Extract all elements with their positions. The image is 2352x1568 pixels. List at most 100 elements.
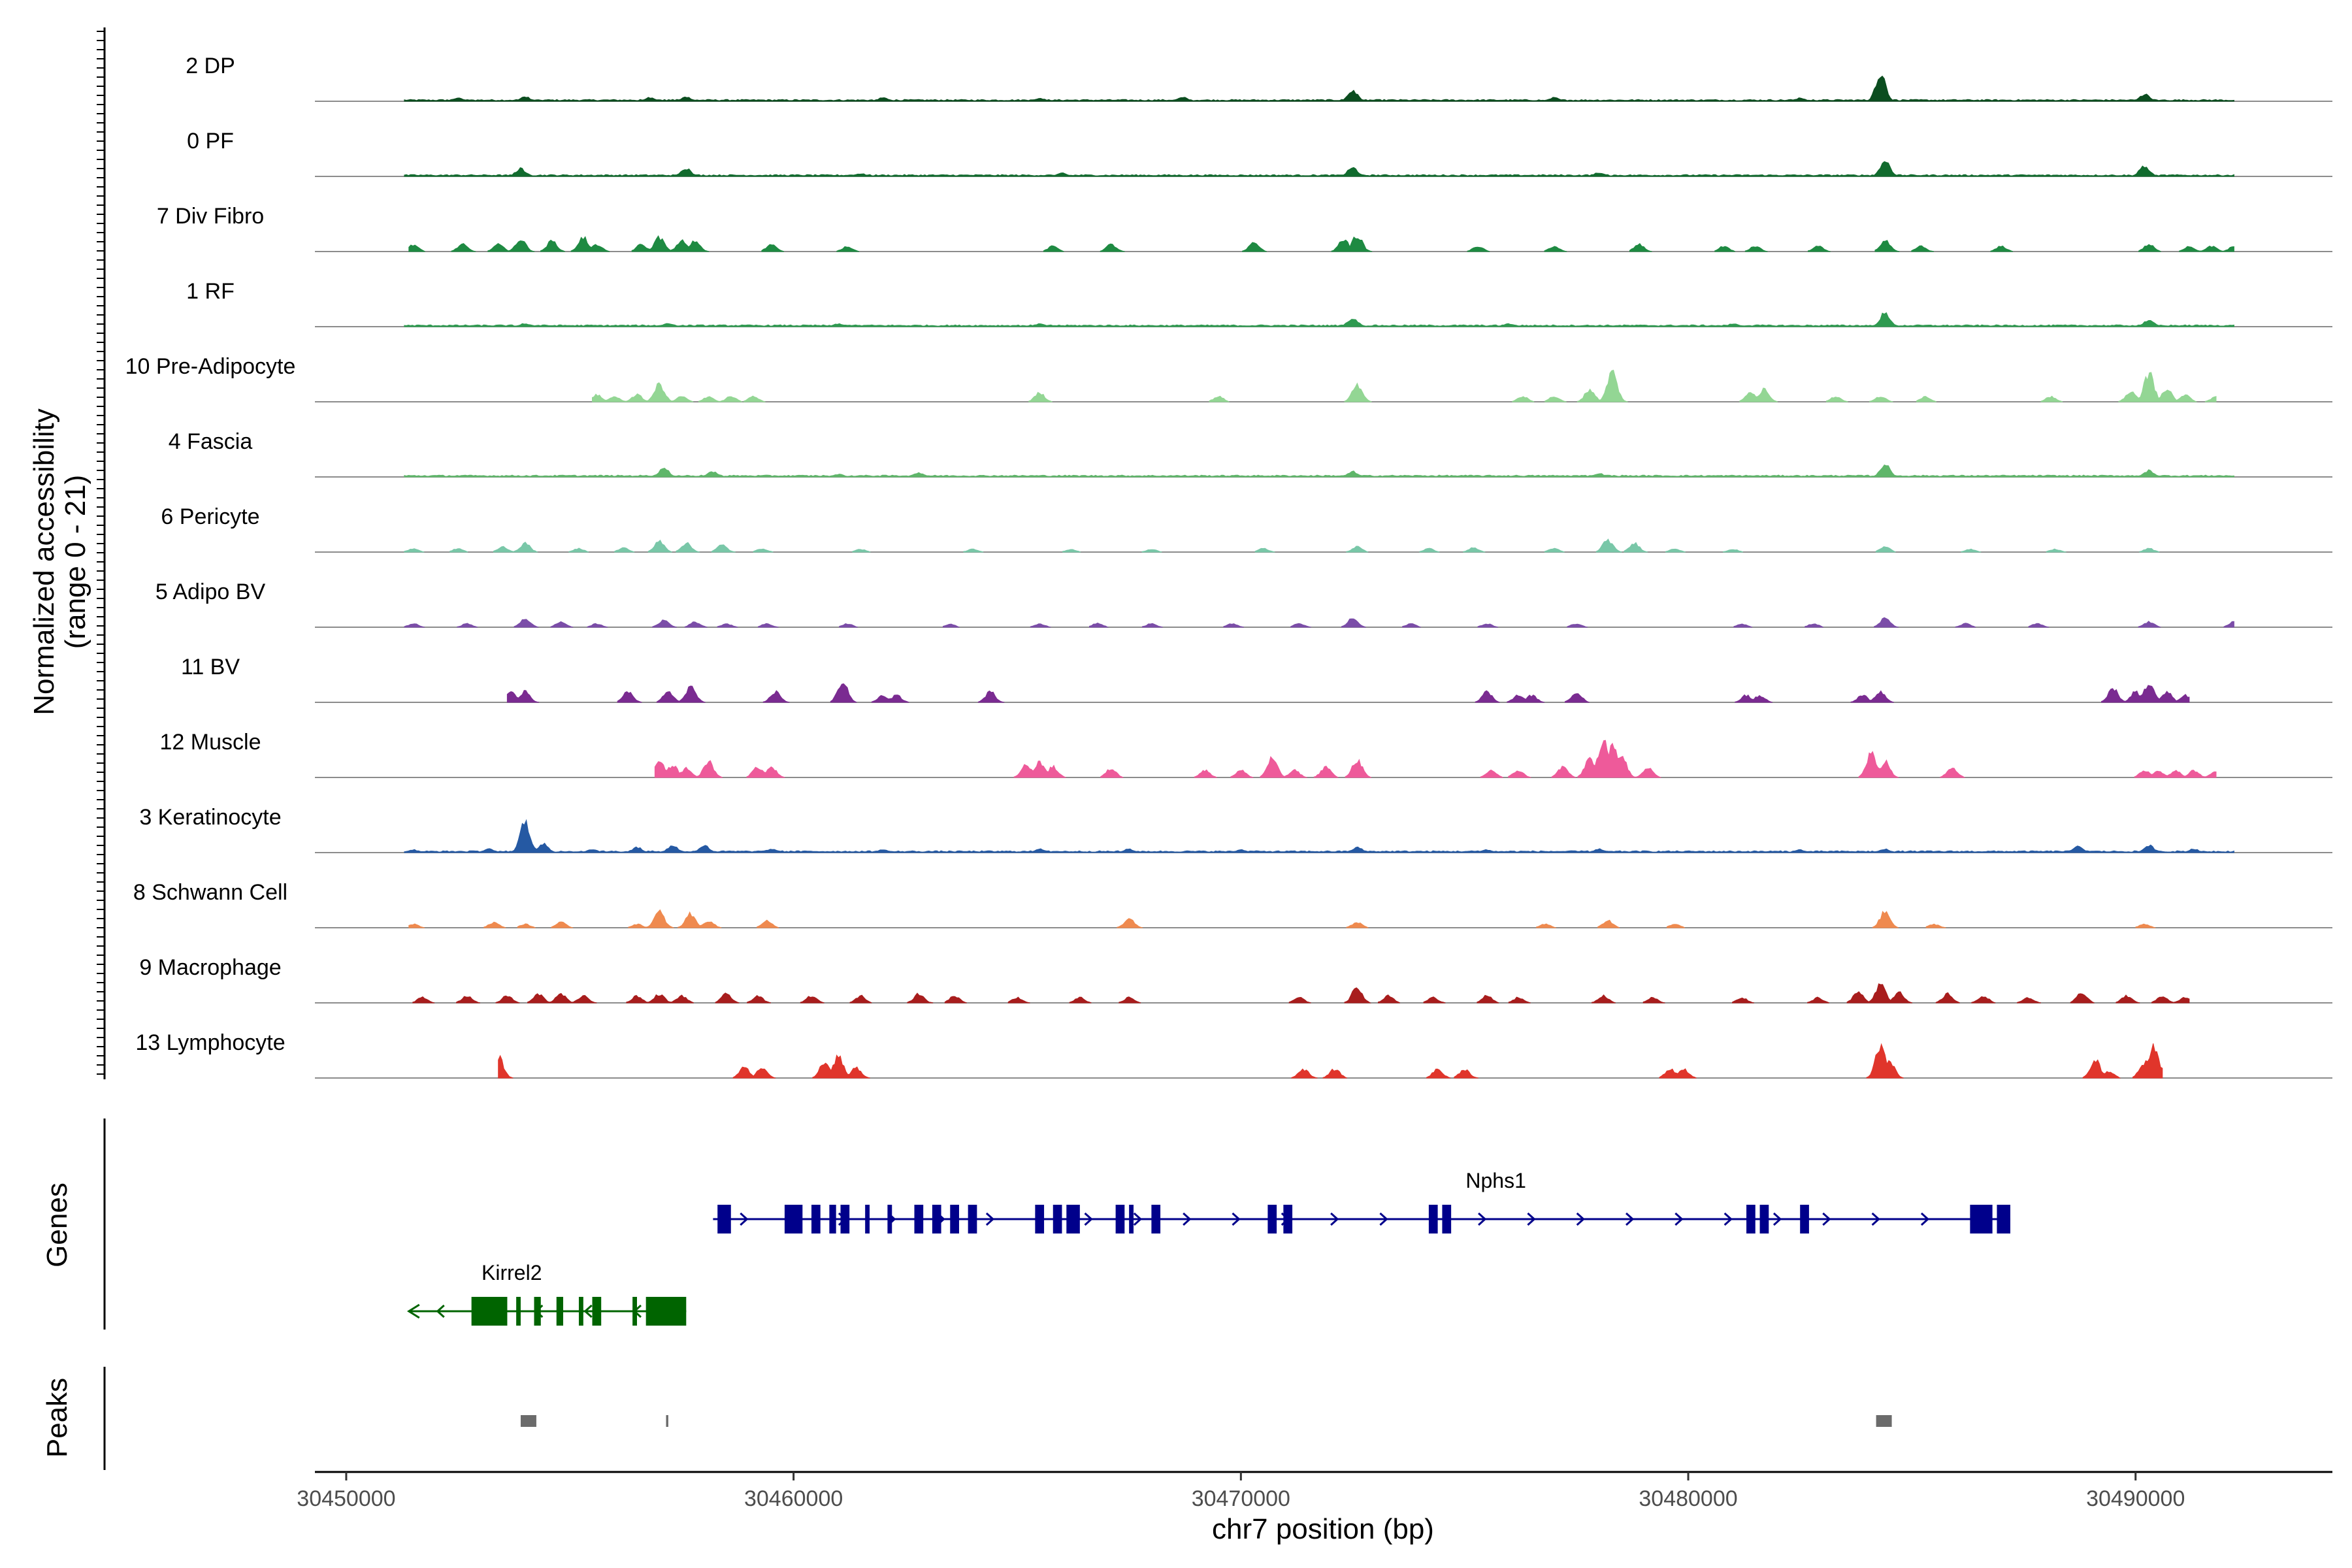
track-coverage-area [654, 740, 2217, 778]
track-3-keratinocyte: 3 Keratinocyte [139, 805, 2332, 853]
y-axis-title: Normalized accessibility [28, 408, 60, 715]
tracks-y-ticks [97, 31, 105, 1075]
track-label: 9 Macrophage [139, 955, 281, 980]
exon [950, 1205, 959, 1233]
exon [1746, 1205, 1756, 1233]
track-0-pf: 0 PF [187, 129, 2332, 177]
exon [516, 1297, 521, 1326]
exon [865, 1205, 870, 1233]
strand-chevron [1674, 1212, 1684, 1226]
track-12-muscle: 12 Muscle [160, 730, 2332, 778]
track-coverage-area [592, 369, 2217, 402]
exon [1053, 1205, 1062, 1233]
track-2-dp: 2 DP [186, 54, 2332, 102]
track-coverage-area [404, 617, 2234, 628]
track-label: 3 Keratinocyte [139, 805, 281, 830]
track-coverage-area [408, 235, 2234, 252]
exon [1267, 1205, 1277, 1233]
track-coverage-area [404, 312, 2234, 327]
exon [1066, 1205, 1080, 1233]
exon [1970, 1205, 1993, 1233]
strand-chevron [1822, 1212, 1831, 1226]
exon [932, 1205, 941, 1233]
strand-chevron [583, 1304, 593, 1318]
track-coverage-area [506, 683, 2190, 703]
exon [829, 1205, 836, 1233]
track-label: 12 Muscle [160, 730, 261, 755]
peak-region [520, 1415, 536, 1427]
exon [968, 1205, 977, 1233]
peak-region [666, 1415, 668, 1427]
exon [592, 1297, 602, 1326]
strand-chevron [1183, 1212, 1192, 1226]
track-label: 7 Div Fibro [157, 204, 264, 229]
exon [914, 1205, 924, 1233]
track-13-lymphocyte: 13 Lymphocyte [135, 1030, 2332, 1079]
exon [534, 1297, 541, 1326]
strand-chevron [1772, 1212, 1782, 1226]
track-coverage-area [404, 464, 2234, 478]
track-6-pericyte: 6 Pericyte [161, 504, 2332, 553]
exon [840, 1205, 850, 1233]
track-4-fascia: 4 Fascia [169, 429, 2332, 478]
exon [1442, 1205, 1452, 1233]
track-7-div-fibro: 7 Div Fibro [157, 204, 2332, 252]
exon [1283, 1205, 1293, 1233]
exon [1115, 1205, 1125, 1233]
genes-panel-title: Genes [41, 1183, 73, 1267]
strand-chevron [1723, 1212, 1733, 1226]
tracks-panel: 2 DP 0 PF 7 Div Fibro 1 RF 10 Pre-Adipocyte 4… [125, 54, 2332, 1079]
track-coverage-area [498, 1043, 2163, 1079]
track-coverage-area [404, 819, 2234, 853]
strand-chevron [1920, 1212, 1930, 1226]
track-label: 5 Adipo BV [155, 580, 266, 604]
peaks-panel-title: Peaks [41, 1378, 73, 1458]
exon [1035, 1205, 1045, 1233]
x-axis-ticks: 30450000 30460000 30470000 30480000 30490000 [297, 1472, 2185, 1511]
exon [717, 1205, 731, 1233]
strand-chevron [1379, 1212, 1388, 1226]
x-tick-label: 30460000 [744, 1486, 843, 1511]
track-coverage-area [408, 909, 2156, 928]
exon [1997, 1205, 2011, 1233]
track-coverage-area [404, 161, 2234, 177]
track-label: 1 RF [186, 279, 235, 304]
exon [784, 1205, 803, 1233]
track-8-schwann-cell: 8 Schwann Cell [133, 880, 2332, 928]
track-label: 10 Pre-Adipocyte [125, 354, 296, 379]
track-1-rf: 1 RF [186, 279, 2332, 327]
track-11-bv: 11 BV [181, 655, 2332, 703]
x-tick-label: 30490000 [2086, 1486, 2185, 1511]
strand-chevron [1330, 1212, 1339, 1226]
exon [887, 1205, 892, 1233]
track-label: 6 Pericyte [161, 504, 259, 529]
track-5-adipo-bv: 5 Adipo BV [155, 580, 2332, 628]
track-label: 0 PF [187, 129, 234, 154]
strand-chevron [985, 1212, 995, 1226]
gene-label: Nphs1 [1465, 1169, 1526, 1192]
strand-chevron [1133, 1212, 1143, 1226]
exon [471, 1297, 508, 1326]
exon [632, 1297, 637, 1326]
y-axis-subtitle: (range 0 - 21) [59, 475, 91, 649]
peaks-panel [520, 1415, 1892, 1427]
x-axis-title: chr7 position (bp) [1212, 1513, 1434, 1545]
track-label: 2 DP [186, 54, 235, 78]
exon [578, 1297, 583, 1326]
track-label: 4 Fascia [169, 429, 253, 454]
strand-chevron [1625, 1212, 1635, 1226]
exon [1151, 1205, 1161, 1233]
strand-chevron [1527, 1212, 1536, 1226]
strand-chevron [1232, 1212, 1241, 1226]
track-coverage-area [404, 75, 2234, 102]
strand-chevron [1084, 1212, 1093, 1226]
exon [556, 1297, 564, 1326]
gene-kirrel2: Kirrel2 [406, 1261, 687, 1326]
strand-chevron [1576, 1212, 1585, 1226]
strand-chevron [1871, 1212, 1880, 1226]
track-10-pre-adipocyte: 10 Pre-Adipocyte [125, 354, 2332, 402]
strand-chevron [436, 1304, 445, 1318]
x-tick-label: 30470000 [1192, 1486, 1290, 1511]
exon [1800, 1205, 1809, 1233]
